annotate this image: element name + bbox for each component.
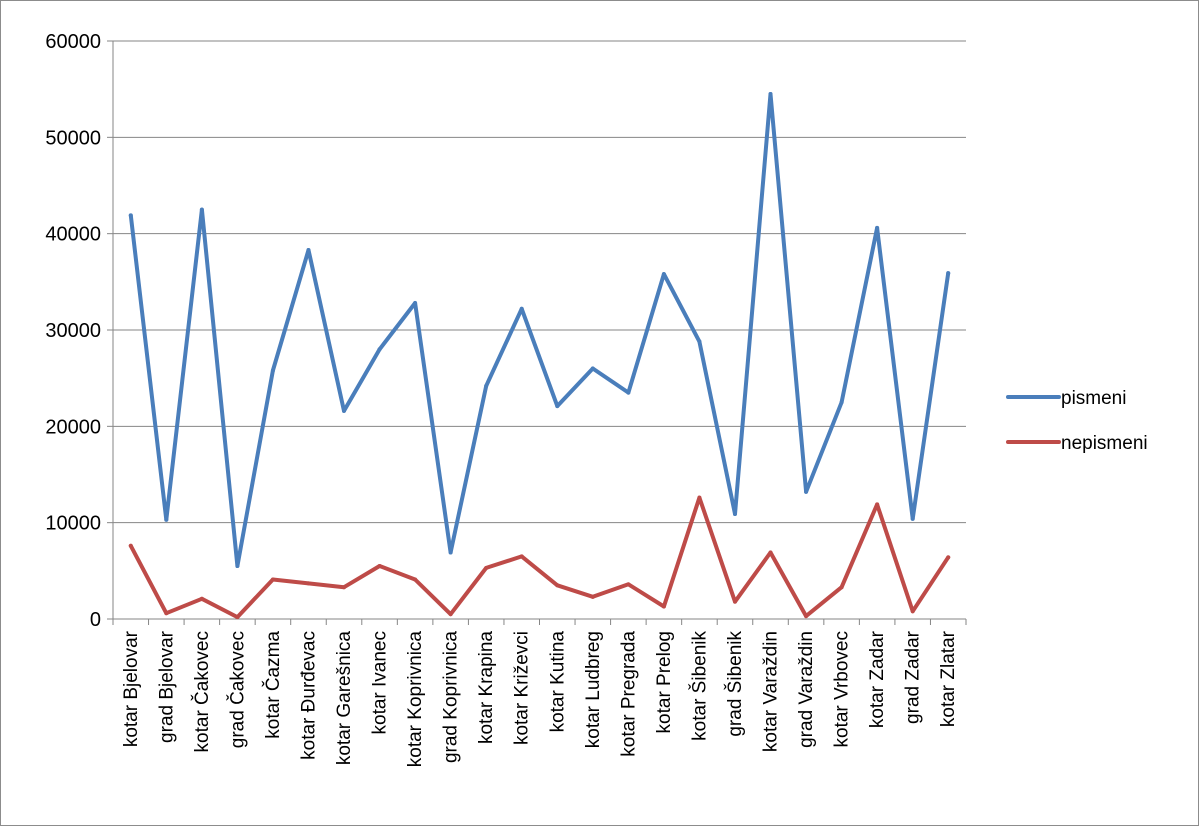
- data-point-nepismeni: [697, 495, 702, 500]
- data-point-pismeni: [235, 564, 240, 569]
- x-tick-label: kotar Garešnica: [334, 631, 355, 766]
- data-point-pismeni: [484, 383, 489, 388]
- data-point-nepismeni: [306, 581, 311, 586]
- x-tick-label: kotar Bjelovar: [121, 630, 142, 747]
- data-point-nepismeni: [910, 609, 915, 614]
- x-tick-label: grad Koprivnica: [441, 631, 462, 763]
- x-tick-label: grad Čakovec: [226, 631, 248, 748]
- data-point-nepismeni: [448, 612, 453, 617]
- data-point-pismeni: [413, 301, 418, 306]
- data-point-pismeni: [839, 400, 844, 405]
- y-tick-label: 60000: [45, 31, 101, 53]
- data-point-nepismeni: [661, 604, 666, 609]
- x-tick-label: kotar Kutina: [547, 631, 568, 733]
- x-tick-label: grad Zadar: [903, 630, 924, 724]
- data-point-nepismeni: [555, 583, 560, 588]
- x-tick-label: grad Varaždin: [796, 631, 817, 748]
- data-point-pismeni: [270, 368, 275, 373]
- legend-label-pismeni: pismeni: [1061, 388, 1126, 409]
- data-point-nepismeni: [768, 550, 773, 555]
- y-tick-label: 50000: [45, 127, 101, 149]
- y-tick-label: 30000: [45, 320, 101, 342]
- x-tick-label: kotar Prelog: [654, 631, 675, 733]
- data-point-nepismeni: [413, 577, 418, 582]
- x-tick-label: kotar Varaždin: [761, 631, 782, 752]
- x-tick-label: kotar Križevci: [512, 631, 533, 745]
- y-tick-label: 40000: [45, 224, 101, 246]
- data-point-pismeni: [590, 366, 595, 371]
- y-axis-ticks: 0 10000 20000 30000 40000 50000 60000: [45, 31, 113, 631]
- y-tick-label: 10000: [45, 513, 101, 535]
- gridlines: [113, 40, 966, 524]
- data-point-pismeni: [768, 91, 773, 96]
- x-tick-label: grad Bjelovar: [156, 630, 177, 743]
- data-point-nepismeni: [199, 596, 204, 601]
- data-point-nepismeni: [946, 555, 951, 560]
- data-point-pismeni: [875, 225, 880, 230]
- y-tick-label: 0: [90, 609, 101, 631]
- data-point-nepismeni: [128, 543, 133, 548]
- x-tick-label: kotar Šibenik: [688, 631, 710, 741]
- data-point-pismeni: [199, 207, 204, 212]
- x-tick-label: kotar Čazma: [262, 631, 284, 739]
- data-point-nepismeni: [875, 502, 880, 507]
- series-line-nepismeni: [128, 495, 951, 620]
- x-tick-label: kotar Đurđevac: [298, 631, 319, 760]
- data-point-nepismeni: [519, 554, 524, 559]
- x-tick-label: kotar Koprivnica: [405, 631, 426, 768]
- data-point-nepismeni: [839, 585, 844, 590]
- x-tick-label: kotar Ludbreg: [583, 631, 604, 748]
- x-tick-label: kotar Zadar: [867, 630, 888, 728]
- data-point-pismeni: [626, 390, 631, 395]
- series-lines: [128, 91, 951, 620]
- legend-label-nepismeni: nepismeni: [1061, 433, 1148, 454]
- x-tick-label: kotar Zlatar: [938, 630, 959, 727]
- legend: pismeni nepismeni: [1006, 388, 1148, 454]
- data-point-pismeni: [910, 516, 915, 521]
- data-point-pismeni: [377, 347, 382, 352]
- x-tick-label: kotar Krapina: [476, 631, 497, 744]
- data-point-nepismeni: [732, 599, 737, 604]
- data-point-nepismeni: [342, 585, 347, 590]
- data-point-nepismeni: [590, 594, 595, 599]
- data-point-pismeni: [804, 489, 809, 494]
- data-point-pismeni: [697, 339, 702, 344]
- data-point-pismeni: [732, 511, 737, 516]
- data-point-nepismeni: [164, 611, 169, 616]
- x-tick-label: kotar Vrbovec: [832, 631, 853, 748]
- data-point-nepismeni: [804, 614, 809, 619]
- x-tick-label: kotar Ivanec: [370, 631, 391, 735]
- data-point-pismeni: [342, 408, 347, 413]
- data-point-pismeni: [164, 517, 169, 522]
- data-point-pismeni: [946, 271, 951, 276]
- x-tick-label: grad Šibenik: [724, 631, 746, 737]
- data-point-nepismeni: [270, 577, 275, 582]
- y-tick-label: 20000: [45, 416, 101, 438]
- x-axis-ticks: kotar Bjelovar grad Bjelovar kotar Čakovec…: [112, 619, 967, 768]
- data-point-pismeni: [519, 306, 524, 311]
- data-point-nepismeni: [484, 565, 489, 570]
- data-point-pismeni: [661, 272, 666, 277]
- data-point-nepismeni: [235, 615, 240, 620]
- series-line-pismeni: [128, 92, 951, 568]
- data-point-pismeni: [306, 248, 311, 253]
- data-point-nepismeni: [377, 564, 382, 569]
- data-point-nepismeni: [626, 582, 631, 587]
- data-point-pismeni: [448, 550, 453, 555]
- data-point-pismeni: [128, 213, 133, 218]
- x-tick-label: kotar Pregrada: [618, 631, 639, 757]
- x-tick-label: kotar Čakovec: [191, 631, 213, 752]
- data-point-pismeni: [555, 404, 560, 409]
